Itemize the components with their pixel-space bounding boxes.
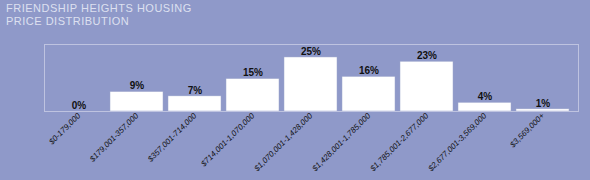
svg-text:$1,070,001-1,428,000: $1,070,001-1,428,000 bbox=[252, 111, 315, 174]
svg-text:0%: 0% bbox=[72, 100, 87, 111]
svg-text:$179,001-357,000: $179,001-357,000 bbox=[87, 111, 140, 164]
svg-text:$3,569,000+: $3,569,000+ bbox=[508, 112, 547, 151]
svg-text:1%: 1% bbox=[536, 98, 551, 109]
svg-text:$1,785,001-2,677,000: $1,785,001-2,677,000 bbox=[368, 111, 431, 174]
svg-text:$0-179,000: $0-179,000 bbox=[47, 111, 83, 147]
svg-text:16%: 16% bbox=[359, 65, 379, 76]
svg-text:15%: 15% bbox=[243, 68, 263, 79]
svg-text:25%: 25% bbox=[301, 46, 321, 57]
svg-text:$357,001-714,000: $357,001-714,000 bbox=[145, 111, 198, 164]
svg-text:$714,001-1,070,000: $714,001-1,070,000 bbox=[199, 111, 257, 169]
html-text:FRIENDSHIP HEIGHTS HOUSING PRI: FRIENDSHIP HEIGHTS HOUSING PRICE DISTRIB… bbox=[6, 2, 192, 28]
svg-text:4%: 4% bbox=[478, 91, 493, 102]
svg-text:7%: 7% bbox=[188, 85, 203, 96]
svg-text:$2,677,001-3,569,000: $2,677,001-3,569,000 bbox=[426, 111, 489, 174]
svg-text:9%: 9% bbox=[130, 81, 145, 92]
svg-text:$1,428,001-1,785,000: $1,428,001-1,785,000 bbox=[310, 111, 373, 174]
svg-text:23%: 23% bbox=[417, 50, 437, 61]
